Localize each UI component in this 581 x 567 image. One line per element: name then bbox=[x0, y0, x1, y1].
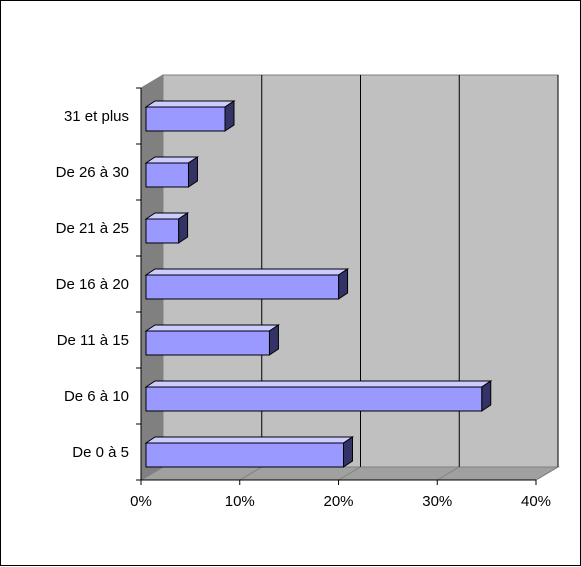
bar-top bbox=[144, 268, 350, 276]
x-tick-label: 40% bbox=[521, 493, 551, 510]
y-tick-label: De 26 à 30 bbox=[56, 164, 129, 181]
x-tick-label: 0% bbox=[130, 493, 152, 510]
bar-side bbox=[268, 324, 279, 356]
bar bbox=[145, 274, 340, 300]
floor-gridline bbox=[338, 466, 361, 481]
y-tick-label: De 21 à 25 bbox=[56, 220, 129, 237]
bar-side bbox=[187, 156, 198, 188]
bar bbox=[145, 218, 180, 244]
x-tick-label: 20% bbox=[323, 493, 353, 510]
bar-side bbox=[343, 436, 353, 468]
floor-gridline bbox=[239, 466, 263, 481]
y-tick-label: 31 et plus bbox=[64, 108, 129, 125]
bar bbox=[145, 106, 226, 132]
y-tick-label: De 0 à 5 bbox=[72, 444, 129, 461]
y-tick-label: De 6 à 10 bbox=[64, 388, 129, 405]
x-tick-label: 10% bbox=[225, 493, 255, 510]
bar bbox=[145, 386, 483, 412]
y-tick-label: De 11 à 15 bbox=[57, 332, 129, 349]
floor-gridline bbox=[535, 466, 559, 481]
bar bbox=[145, 162, 189, 188]
bar bbox=[145, 330, 270, 356]
y-tick-label: De 16 à 20 bbox=[56, 276, 129, 293]
bar-side bbox=[338, 268, 349, 300]
x-tick-label: 30% bbox=[422, 493, 452, 510]
bar-side bbox=[224, 100, 235, 132]
floor-gridline bbox=[140, 466, 164, 481]
bar-side bbox=[178, 212, 189, 244]
bar-top bbox=[144, 436, 355, 444]
bar-side bbox=[481, 380, 492, 412]
bar-top bbox=[144, 380, 493, 388]
floor-gridline bbox=[436, 466, 460, 481]
bar-top bbox=[144, 100, 236, 108]
bar bbox=[145, 442, 344, 468]
bar-top bbox=[144, 324, 281, 332]
